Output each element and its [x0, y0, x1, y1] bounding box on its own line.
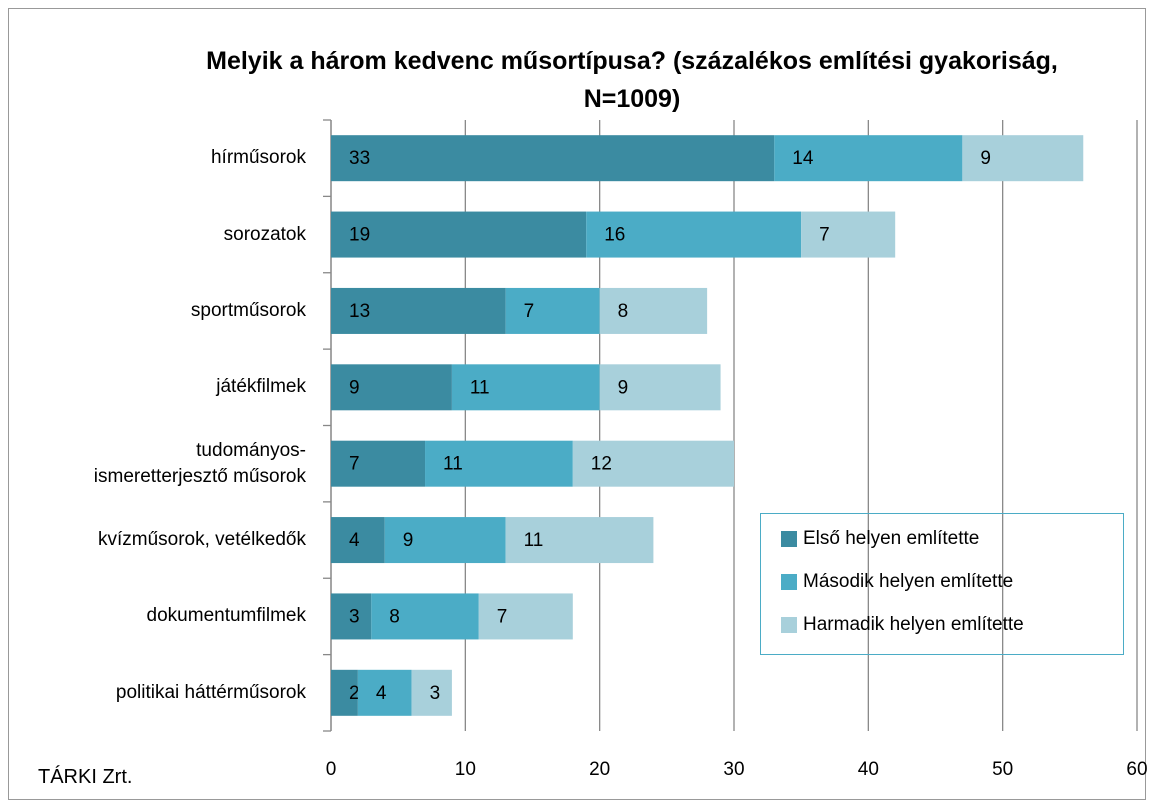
bar-segment	[451, 364, 600, 411]
legend-label: Harmadik helyen említette	[803, 614, 1024, 635]
value-label: 7	[349, 454, 360, 475]
value-label: 2	[349, 683, 360, 704]
y-tick-label: hírműsorok	[210, 147, 306, 169]
value-label: 7	[819, 225, 830, 246]
y-tick-label: sportműsorok	[190, 299, 306, 321]
value-label: 9	[980, 148, 991, 169]
bar-segment	[357, 669, 412, 716]
bar-segment	[331, 211, 587, 258]
value-label: 9	[403, 530, 414, 551]
value-label: 33	[349, 148, 370, 169]
bar-segment	[505, 517, 654, 564]
value-label: 3	[349, 606, 360, 627]
bar-segment	[331, 669, 358, 716]
bar-segment	[371, 593, 479, 640]
value-label: 4	[376, 683, 387, 704]
x-tick-label: 60	[1126, 759, 1147, 780]
value-label: 4	[349, 530, 360, 551]
legend: Első helyen említette Második helyen emlí…	[760, 513, 1124, 655]
value-label: 7	[497, 606, 508, 627]
bar-segment	[425, 440, 573, 487]
value-label: 14	[792, 148, 814, 169]
y-tick-label: dokumentumfilmek	[146, 605, 306, 627]
legend-label: Második helyen említette	[803, 571, 1014, 592]
y-tick-label: sorozatok	[223, 223, 306, 245]
x-tick-label: 0	[326, 759, 337, 780]
bar-segment	[572, 440, 734, 487]
value-label: 9	[618, 377, 629, 398]
value-label: 7	[524, 301, 535, 322]
y-tick-label: játékfilmek	[216, 376, 306, 398]
bar-segment	[411, 669, 452, 716]
x-tick-label: 10	[455, 759, 476, 780]
value-label: 8	[618, 301, 629, 322]
legend-swatch	[781, 531, 797, 547]
value-label: 19	[349, 225, 370, 246]
x-tick-label: 20	[589, 759, 610, 780]
bar-segment	[962, 135, 1084, 182]
value-label: 8	[389, 606, 400, 627]
legend-item: Második helyen említette	[781, 567, 1013, 597]
bar-segment	[331, 517, 385, 564]
y-tick-label: tudományos- ismeretterjesztő műsorok	[93, 439, 306, 487]
value-label: 13	[349, 301, 370, 322]
value-label: 9	[349, 377, 360, 398]
bar-segment	[331, 135, 775, 182]
legend-item: Első helyen említette	[781, 524, 979, 554]
y-tick-label: kvízműsorok, vetélkedők	[97, 529, 306, 551]
value-label: 11	[470, 377, 490, 398]
value-label: 11	[524, 530, 544, 551]
bar-segment	[801, 211, 896, 258]
bar-segment	[331, 440, 426, 487]
chart-title: Melyik a három kedvenc műsortípusa? (szá…	[206, 47, 1058, 113]
legend-item: Harmadik helyen említette	[781, 610, 1024, 640]
bar-segment	[331, 364, 452, 411]
bar-segment	[599, 287, 708, 334]
value-label: 12	[591, 454, 612, 475]
bar-segment	[331, 593, 372, 640]
chart-border	[8, 8, 1146, 800]
x-tick-label: 40	[858, 759, 879, 780]
bar-segment	[331, 287, 506, 334]
value-label: 3	[430, 683, 441, 704]
source: TÁRKI Zrt.	[38, 766, 133, 788]
value-label: 11	[443, 454, 463, 475]
legend-swatch	[781, 617, 797, 633]
x-tick-label: 50	[992, 759, 1013, 780]
bar-segment	[599, 364, 721, 411]
value-label: 16	[604, 225, 625, 246]
legend-label: Első helyen említette	[803, 528, 980, 549]
bar-segment	[774, 135, 963, 182]
bar-segment	[505, 287, 600, 334]
y-tick-label: politikai háttérműsorok	[115, 681, 306, 703]
legend-swatch	[781, 574, 797, 590]
bar-segment	[586, 211, 802, 258]
bar-segment	[384, 517, 506, 564]
x-tick-label: 30	[723, 759, 744, 780]
bar-segment	[478, 593, 573, 640]
